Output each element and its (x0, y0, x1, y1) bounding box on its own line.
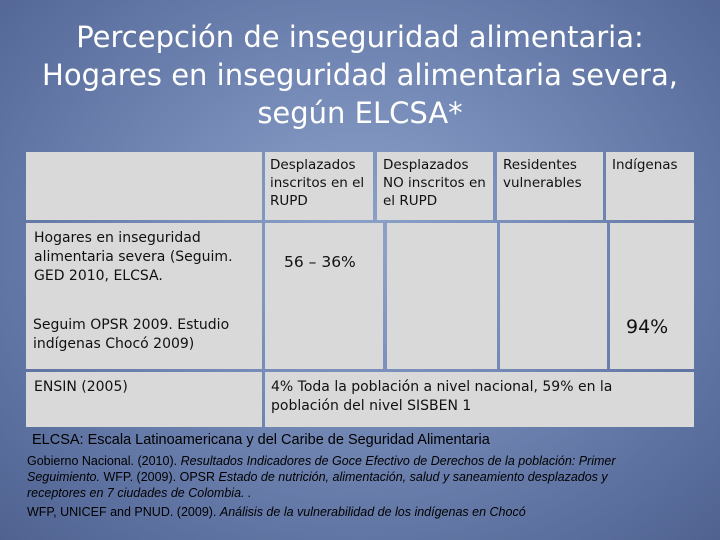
ref1-italic: Resultados Indicadores de Goce Efectivo … (180, 454, 616, 468)
row-label-opsr: Seguim OPSR 2009. Estudio indígenas Choc… (33, 317, 230, 352)
value-ensin-text: 4% Toda la población a nivel nacional, 5… (271, 379, 613, 414)
ref1-line2-italic2: Estado de nutrición, alimentación, salud… (218, 470, 608, 484)
header-cell-rupd: Desplazados inscritos en el RUPD (265, 152, 373, 220)
row-label-cell-3 (26, 372, 262, 427)
elcsa-footnote: ELCSA: Escala Latinoamericana y del Cari… (32, 432, 490, 448)
header-cell-residentes: Residentes vulnerables (497, 152, 603, 220)
row-label-ensin: ENSIN (2005) (34, 379, 128, 395)
ref1-plain: Gobierno Nacional. (2010). (27, 454, 181, 468)
header-indigenas-label: Indígenas (612, 157, 678, 173)
value-rupd-range: 56 – 36% (284, 253, 356, 271)
header-empty-cell (26, 152, 262, 220)
ref1-line3-italic: receptores en 7 ciudades de Colombia. . (27, 486, 252, 500)
ref2-plain: WFP, UNICEF and PNUD. (2009). (27, 505, 220, 519)
value-block-residentes (500, 223, 607, 369)
title-line-2: Hogares en inseguridad alimentaria sever… (42, 58, 678, 92)
ref1-line2-italic: Seguimiento. (27, 470, 104, 484)
value-block-no-rupd (387, 223, 497, 369)
header-no-rupd-label: Desplazados NO inscritos en el RUPD (383, 157, 486, 209)
title-line-1: Percepción de inseguridad alimentaria: (76, 20, 644, 54)
reference-line-1: Gobierno Nacional. (2010). Resultados In… (27, 453, 616, 469)
reference-line-2: Seguimiento. WFP. (2009). OPSR Estado de… (27, 469, 608, 485)
ref2-italic: Análisis de la vulnerabilidad de los ind… (219, 505, 526, 519)
title-line-3: según ELCSA* (257, 96, 463, 130)
ref1-line2-plain: WFP. (2009). OPSR (103, 470, 219, 484)
value-block-indigenas (610, 223, 694, 369)
value-cell-ensin (265, 372, 694, 427)
row-label-cell-1 (26, 223, 262, 369)
slide-title: Percepción de inseguridad alimentaria: H… (0, 18, 720, 132)
value-block-rupd (265, 223, 383, 369)
value-indigenas-percent: 94% (626, 316, 669, 338)
header-cell-no-rupd: Desplazados NO inscritos en el RUPD (377, 152, 493, 220)
header-residentes-label: Residentes vulnerables (503, 157, 582, 191)
header-rupd-label: Desplazados inscritos en el RUPD (270, 157, 365, 209)
row-label-hogares: Hogares en inseguridad alimentaria sever… (34, 230, 233, 284)
reference-line-4: WFP, UNICEF and PNUD. (2009). Análisis d… (27, 504, 526, 520)
header-cell-indigenas: Indígenas (606, 152, 694, 220)
reference-line-3: receptores en 7 ciudades de Colombia. . (27, 485, 251, 501)
